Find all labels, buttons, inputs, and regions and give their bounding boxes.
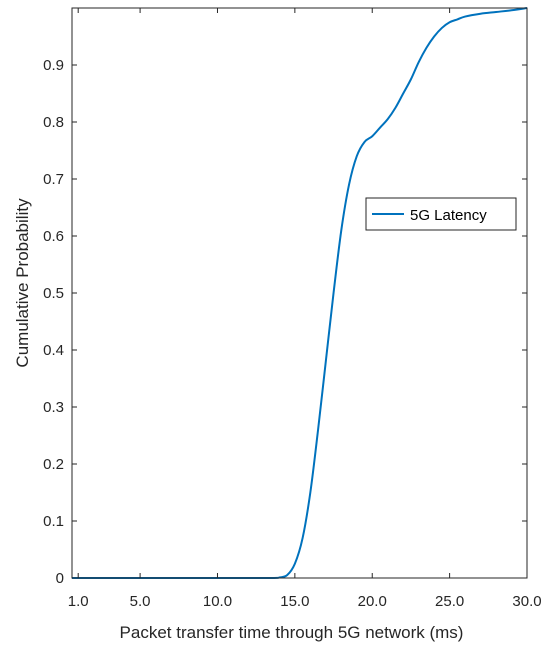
series-layer [72, 7, 528, 580]
y-tick-label: 0.1 [43, 513, 64, 530]
y-axis: 0 0.1 0.2 0.3 0.4 0.5 0.6 0.7 0.8 0.9 [43, 57, 527, 587]
x-tick-label: 10.0 [203, 593, 232, 610]
y-tick-label: 0.2 [43, 456, 64, 473]
x-tick-label: 30.0 [512, 593, 541, 610]
y-tick-label: 0.4 [43, 342, 64, 359]
x-tick-label: 1.0 [68, 593, 89, 610]
x-axis: 1.0 5.0 10.0 15.0 20.0 25.0 30.0 [68, 8, 542, 610]
x-tick-label: 5.0 [130, 593, 151, 610]
series-line-5g-latency [72, 7, 528, 580]
y-tick-label: 0.8 [43, 114, 64, 131]
y-tick-label: 0.5 [43, 285, 64, 302]
x-tick-label: 20.0 [358, 593, 387, 610]
y-tick-label: 0 [56, 570, 64, 587]
x-axis-label: Packet transfer time through 5G network … [120, 623, 464, 642]
x-tick-label: 25.0 [435, 593, 464, 610]
legend-label-5g-latency: 5G Latency [410, 207, 487, 224]
y-axis-label: Cumulative Probability [13, 198, 32, 368]
legend: 5G Latency [365, 197, 517, 231]
y-tick-label: 0.6 [43, 228, 64, 245]
x-tick-label: 15.0 [280, 593, 309, 610]
y-tick-label: 0.9 [43, 57, 64, 74]
y-tick-label: 0.7 [43, 171, 64, 188]
y-tick-label: 0.3 [43, 399, 64, 416]
plot-area [72, 8, 527, 578]
